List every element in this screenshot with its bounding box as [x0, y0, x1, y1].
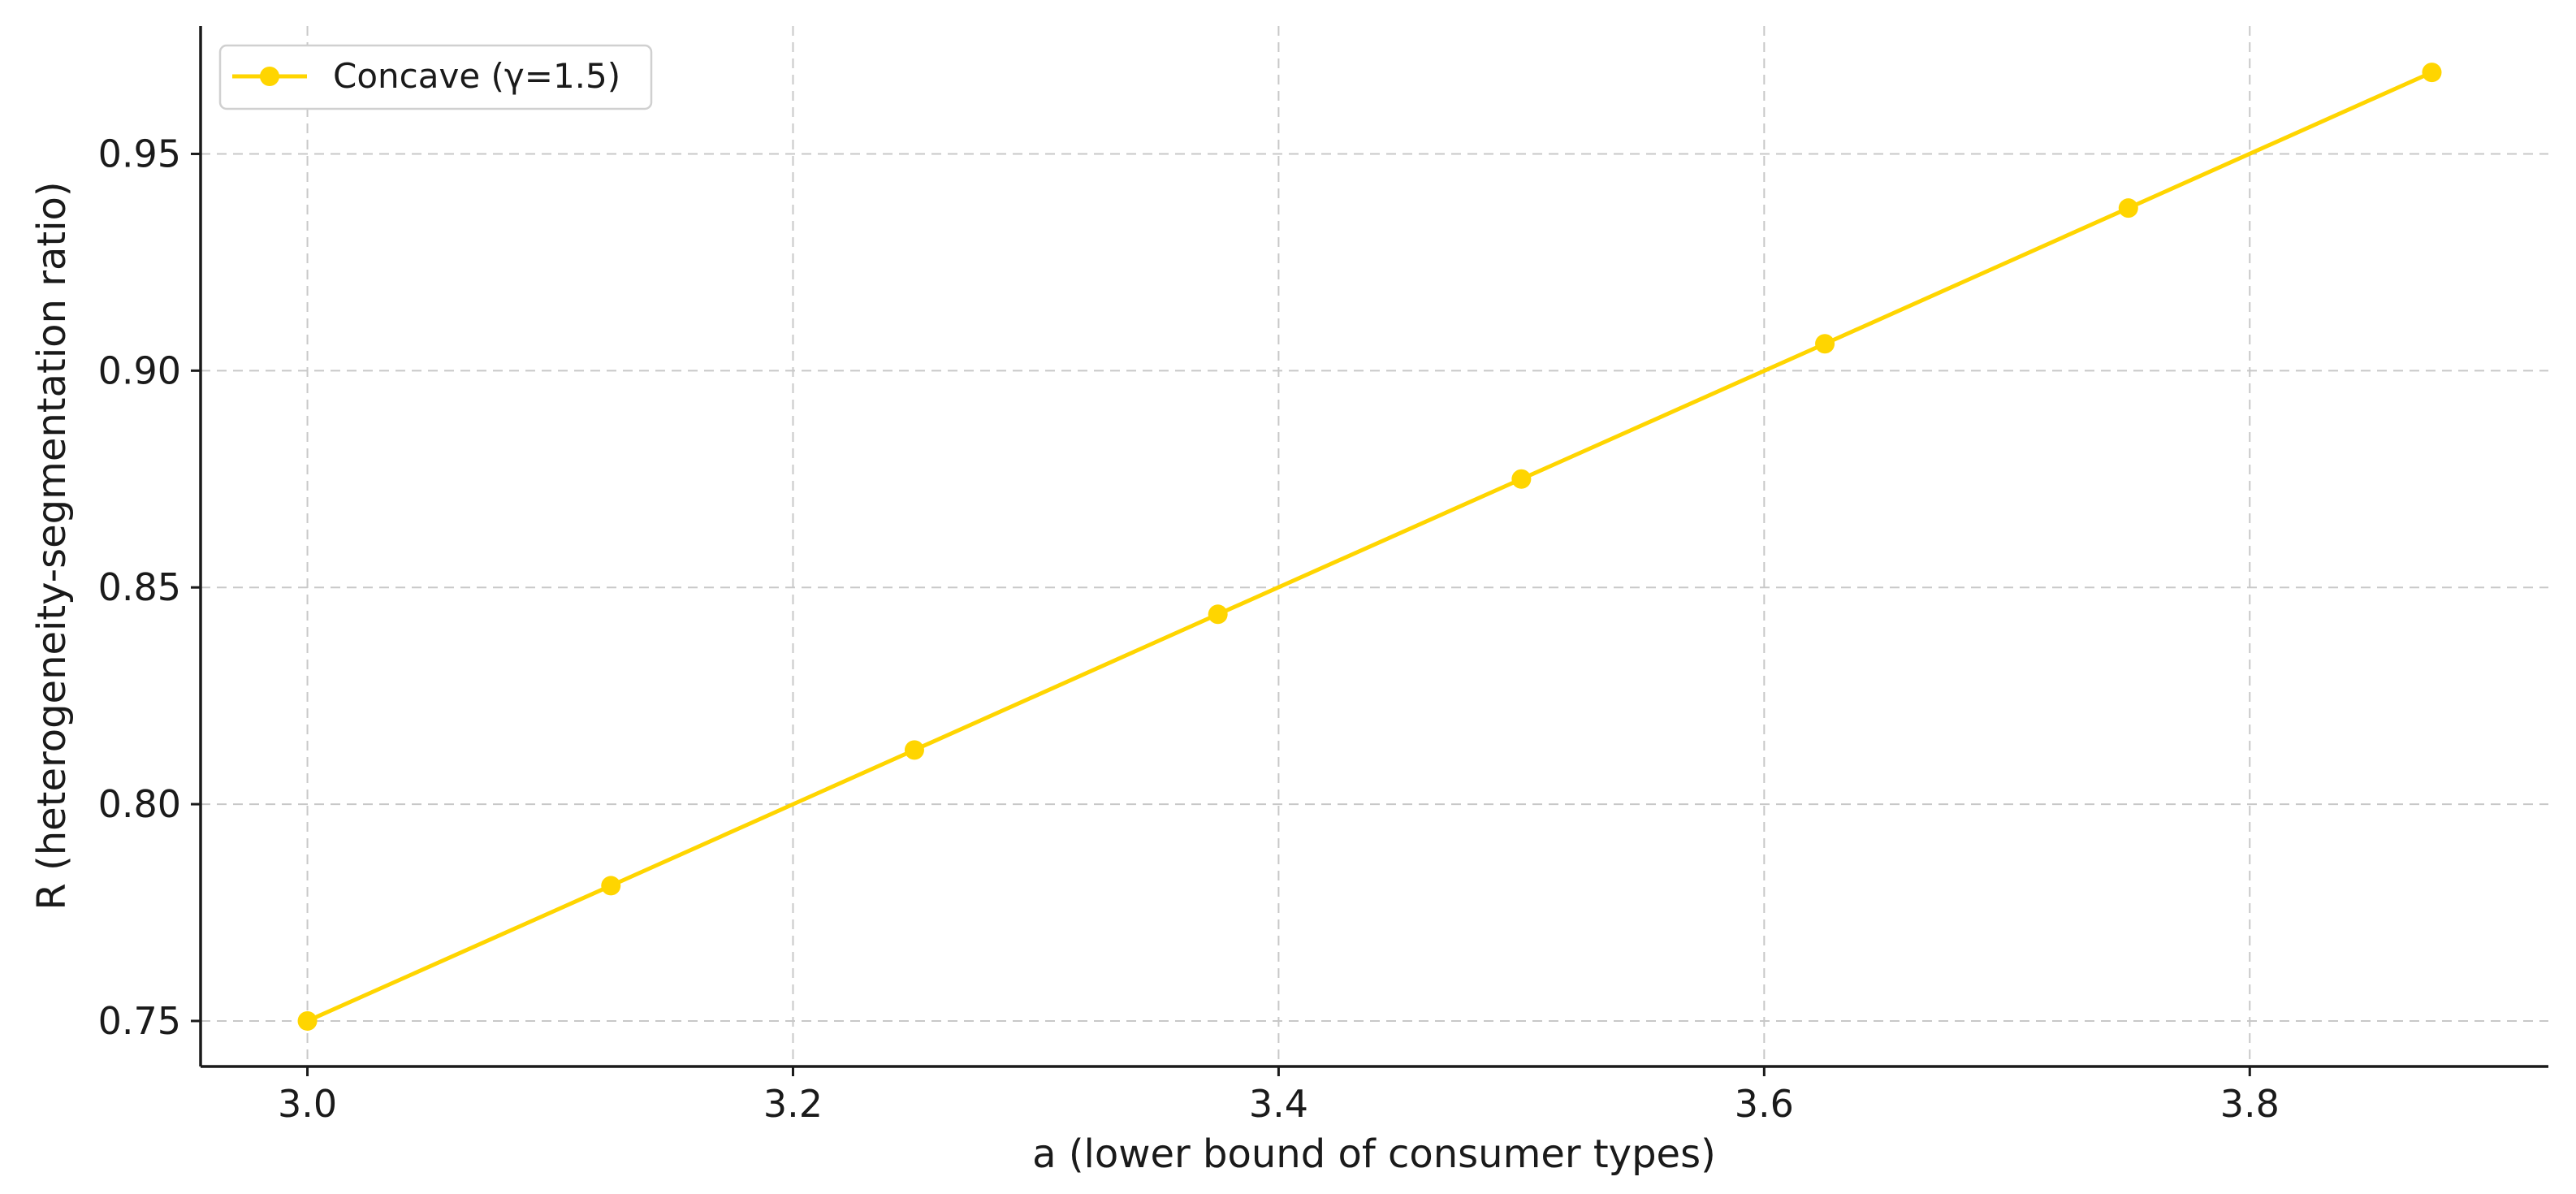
y-tick-label: 0.75	[98, 999, 181, 1043]
x-tick-label: 3.0	[278, 1082, 337, 1126]
y-tick-label: 0.85	[98, 565, 181, 609]
y-axis-label: R (heterogeneity-segmentation ratio)	[29, 181, 75, 910]
legend-marker-swatch	[260, 67, 279, 86]
series-line	[306, 70, 2433, 1023]
y-tick-label: 0.90	[98, 348, 181, 392]
data-point	[1208, 604, 1228, 625]
ticks: 3.0 3.2 3.4 3.6 3.8 0.75 0.80 0.85 0.90 0.95	[98, 132, 2280, 1126]
axes	[199, 26, 2548, 1068]
y-tick-label: 0.95	[98, 132, 181, 175]
data-point	[2118, 198, 2138, 218]
data-point	[2422, 63, 2442, 83]
legend: Concave (γ=1.5)	[218, 44, 653, 110]
x-axis-label: a (lower bound of consumer types)	[1032, 1131, 1716, 1177]
data-point	[297, 1010, 318, 1031]
x-tick-label: 3.8	[2220, 1082, 2280, 1126]
legend-box	[218, 44, 653, 110]
series-layer	[297, 63, 2442, 1031]
grid	[201, 26, 2548, 1066]
x-tick-label: 3.2	[763, 1082, 823, 1126]
data-point	[904, 740, 924, 760]
legend-entry-label: Concave (γ=1.5)	[333, 56, 620, 96]
x-tick-label: 3.6	[1735, 1082, 1794, 1126]
data-point	[601, 876, 621, 896]
data-point	[1815, 334, 1835, 354]
y-tick-label: 0.80	[98, 782, 181, 826]
x-tick-label: 3.4	[1249, 1082, 1308, 1126]
data-point	[1511, 469, 1532, 489]
